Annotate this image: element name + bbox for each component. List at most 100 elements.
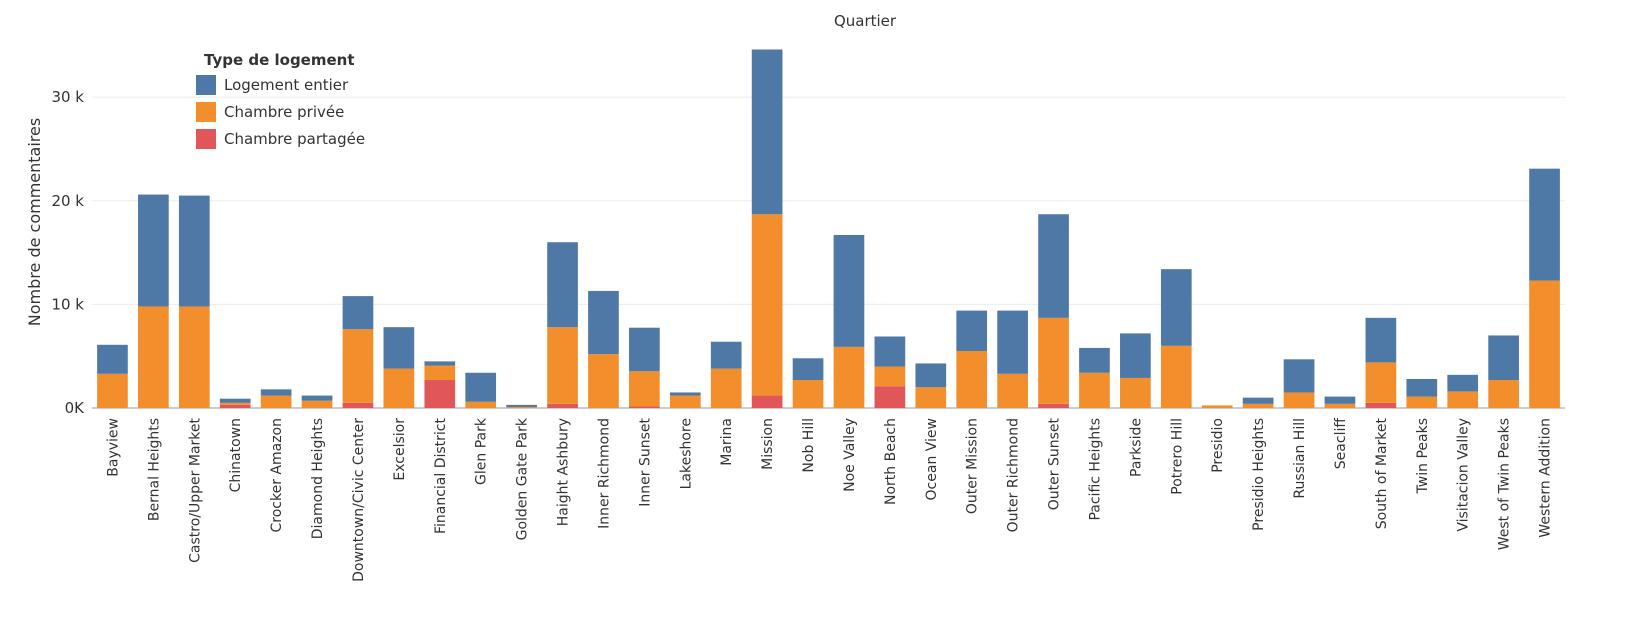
bar-segment xyxy=(1120,333,1151,378)
x-tick-label: Visitacion Valley xyxy=(1456,418,1472,532)
bar-segment xyxy=(97,344,128,374)
bar-segment xyxy=(1201,405,1233,408)
legend-swatch xyxy=(196,102,216,122)
bar-segment xyxy=(1365,402,1397,408)
bar-segment xyxy=(547,403,578,408)
x-tick-label: Outer Sunset xyxy=(1047,417,1063,510)
x-tick-label: Inner Sunset xyxy=(637,418,653,507)
bar-segment xyxy=(138,306,169,408)
x-tick-label: Presidio xyxy=(1210,418,1226,473)
bar-segment xyxy=(1160,269,1192,346)
y-tick-label: 0K xyxy=(65,399,86,417)
x-tick-label: Crocker Amazon xyxy=(269,418,285,533)
bar-segment xyxy=(1038,403,1069,408)
bar-segment xyxy=(1529,168,1560,281)
x-tick-label: Russian Hill xyxy=(1292,418,1308,499)
x-tick-label: South of Market xyxy=(1374,418,1390,530)
x-tick-label: Inner Richmond xyxy=(597,418,613,529)
x-tick-label: Diamond Heights xyxy=(310,418,326,539)
x-tick-label: Parkside xyxy=(1128,418,1144,477)
bar-segment xyxy=(1079,372,1110,408)
x-tick-label: Outer Mission xyxy=(965,418,981,514)
bar-segment xyxy=(1079,347,1110,373)
x-tick-label: Mission xyxy=(760,418,776,470)
x-tick-label: Outer Richmond xyxy=(1006,418,1022,532)
bar-segment xyxy=(915,363,947,388)
bar-segment xyxy=(833,346,865,408)
bar-segment xyxy=(342,329,374,403)
bar-segment xyxy=(1406,378,1438,397)
bar-segment xyxy=(260,389,292,396)
bar-segment xyxy=(1120,377,1151,408)
bar-segment xyxy=(1242,397,1274,404)
x-tick-label: Chinatown xyxy=(228,418,244,492)
bar-segment xyxy=(1488,380,1519,408)
bar-segment xyxy=(1283,359,1315,393)
x-tick-label: Excelsior xyxy=(392,418,408,481)
bar-segment xyxy=(751,395,783,408)
x-tick-label: Bernal Heights xyxy=(146,418,162,521)
bar-segment xyxy=(1447,391,1479,408)
x-tick-label: Bayview xyxy=(106,418,122,477)
bar-segment xyxy=(1283,392,1315,408)
bar-segment xyxy=(956,310,988,352)
bar-segment xyxy=(751,214,783,396)
bar-segment xyxy=(997,310,1028,374)
bar-segment xyxy=(1365,317,1397,363)
bar-segment xyxy=(424,365,456,381)
bar-segment xyxy=(710,368,742,408)
x-tick-label: West of Twin Peaks xyxy=(1497,418,1513,550)
bar-segment xyxy=(833,234,865,347)
bar-segment xyxy=(629,327,660,372)
bar-segment xyxy=(915,387,947,408)
bar-segment xyxy=(1242,403,1274,408)
x-tick-label: Golden Gate Park xyxy=(515,417,531,540)
bar-segment xyxy=(383,368,415,408)
x-tick-label: Ocean View xyxy=(924,418,940,500)
bar-segment xyxy=(792,358,824,381)
x-tick-label: Downtown/Civic Center xyxy=(351,418,367,582)
bar-segment xyxy=(1324,403,1356,408)
bar-segment xyxy=(178,195,210,307)
bar-segment xyxy=(424,361,456,366)
grid-layer xyxy=(92,96,1565,409)
bar-segment xyxy=(301,400,333,408)
x-tick-label: Western Addition xyxy=(1538,418,1554,538)
bar-segment xyxy=(874,366,906,387)
legend: Type de logement Logement entier Chambre … xyxy=(196,51,365,149)
y-tick-label: 30 k xyxy=(51,88,84,106)
bar-segment xyxy=(1488,335,1519,381)
bar-segment xyxy=(1324,396,1356,404)
legend-title: Type de logement xyxy=(204,51,355,69)
bar-segment xyxy=(383,327,415,369)
bar-segment xyxy=(669,392,701,396)
bar-segment xyxy=(751,49,783,215)
legend-items: Logement entier Chambre privée Chambre par… xyxy=(196,75,365,149)
y-tick-label: 10 k xyxy=(51,295,84,313)
bar-segment xyxy=(506,406,537,408)
bar-segment xyxy=(547,242,578,328)
bar-segment xyxy=(1406,396,1438,408)
bar-segment xyxy=(97,373,128,408)
legend-swatch xyxy=(196,129,216,149)
bar-segment xyxy=(629,371,660,407)
x-tick-label: North Beach xyxy=(883,418,899,505)
bar-segment xyxy=(997,373,1028,408)
bar-segment xyxy=(1365,362,1397,403)
x-tick-label: Nob Hill xyxy=(801,418,817,473)
bar-segment xyxy=(629,406,660,408)
x-tick-label: Seacliff xyxy=(1333,418,1349,470)
bar-segment xyxy=(342,296,374,330)
x-tick-label: Lakeshore xyxy=(678,418,694,489)
bar-segment xyxy=(219,398,251,403)
bar-segment xyxy=(874,336,906,367)
y-tick-label: 20 k xyxy=(51,192,84,210)
bar-segment xyxy=(1447,374,1479,392)
bar-segment xyxy=(710,341,742,369)
bar-segment xyxy=(547,327,578,404)
bar-segment xyxy=(588,290,619,355)
x-tick-label: Marina xyxy=(719,418,735,466)
bar-segment xyxy=(465,372,497,402)
bar-segment xyxy=(1160,345,1192,408)
